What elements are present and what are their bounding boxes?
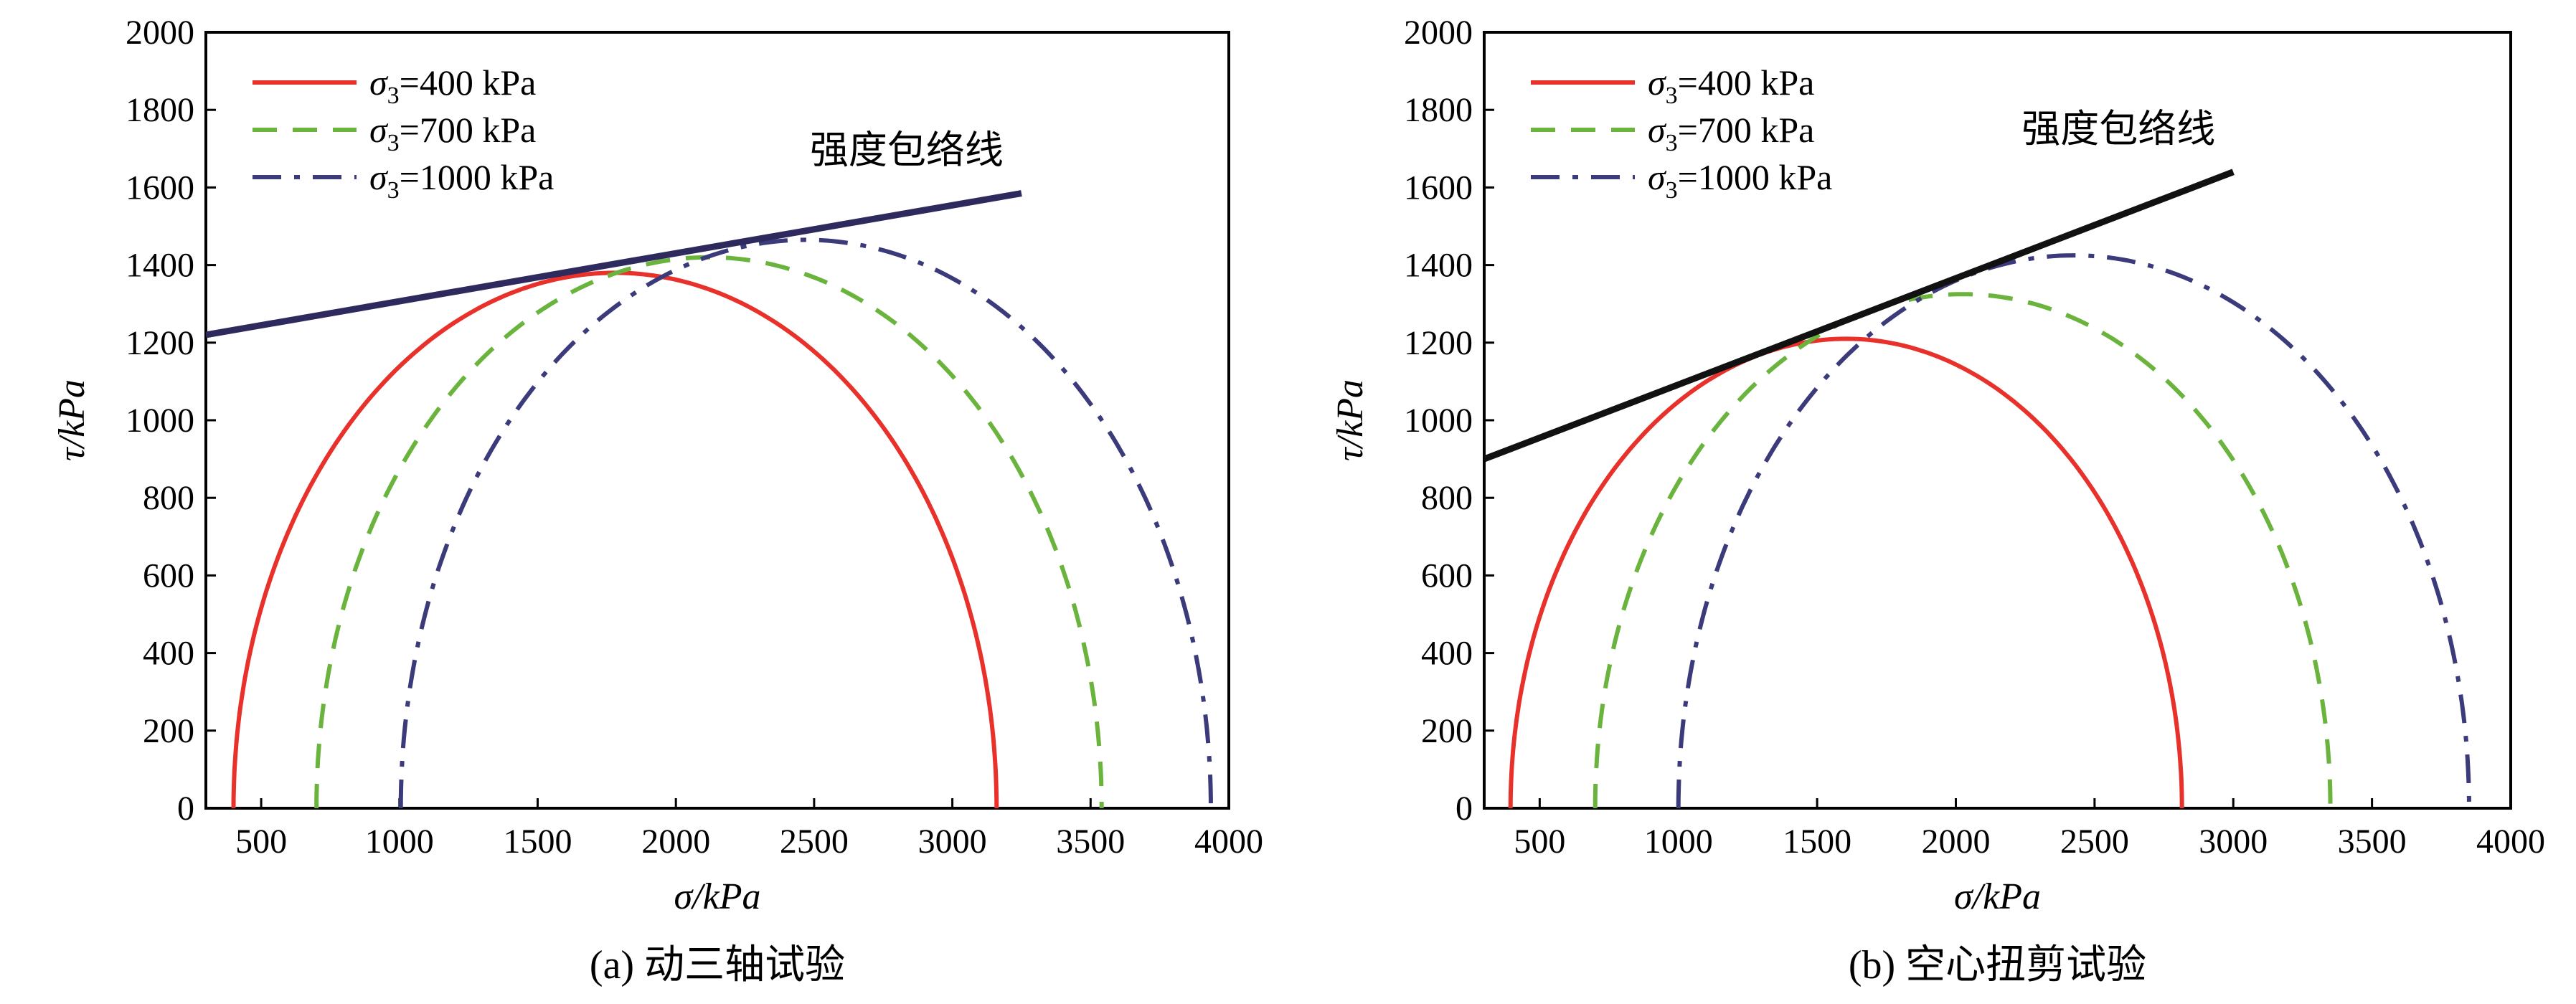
legend-label: σ3=1000 kPa <box>1648 157 1832 204</box>
x-tick-label: 2000 <box>1921 823 1990 861</box>
x-tick-label: 1000 <box>1644 823 1713 861</box>
panel-a: 500 1000 1500 2000 2500 3000 3500 4000 0 200 400 60… <box>52 14 1263 988</box>
x-tick-label: 2500 <box>2060 823 2129 861</box>
legend-label: σ3=400 kPa <box>1648 62 1814 109</box>
panel-b: 500 1000 1500 2000 2500 3000 3500 4000 0 200 400 60… <box>1330 14 2545 988</box>
y-tick-label: 0 <box>1456 790 1473 828</box>
mohr-circle-400 <box>231 270 999 808</box>
plot-area <box>206 190 1213 808</box>
y-tick-label: 1400 <box>1404 247 1473 285</box>
y-tick-label: 1000 <box>126 402 194 440</box>
y-axis-label: τ/kPa <box>1330 379 1371 461</box>
x-tick-label: 3500 <box>2338 823 2407 861</box>
y-tick-label: 400 <box>143 635 194 673</box>
y-tick-label: 400 <box>1421 635 1473 673</box>
legend-label: σ3=700 kPa <box>369 110 536 156</box>
x-tick-label: 4000 <box>2476 823 2545 861</box>
x-axis-label: σ/kPa <box>1954 876 2041 917</box>
x-tick-label: 4000 <box>1194 823 1263 861</box>
x-axis-label: σ/kPa <box>674 876 761 917</box>
strength-envelope-line <box>1484 169 2235 463</box>
y-tick-label: 1000 <box>1404 402 1473 440</box>
strength-envelope-line <box>206 190 1022 338</box>
legend-label: σ3=1000 kPa <box>369 157 554 204</box>
y-tick-label: 1600 <box>1404 169 1473 207</box>
y-tick-label: 1800 <box>126 91 194 129</box>
y-tick-label: 600 <box>143 557 194 595</box>
plot-area <box>1484 169 2471 808</box>
strength-envelope-label: 强度包络线 <box>2021 106 2215 151</box>
legend-label: σ3=700 kPa <box>1648 110 1814 156</box>
y-tick-label: 600 <box>1421 557 1473 595</box>
mohr-circle-1000 <box>1676 253 2471 808</box>
y-tick-label: 1600 <box>126 169 194 207</box>
y-tick-label: 1800 <box>1404 91 1473 129</box>
mohr-circle-1000 <box>398 237 1213 808</box>
y-tick-label: 1400 <box>126 247 194 285</box>
x-tick-label: 1000 <box>365 823 434 861</box>
x-tick-label: 1500 <box>503 823 572 861</box>
x-tick-label: 3000 <box>918 823 987 861</box>
y-tick-label: 2000 <box>126 14 194 52</box>
plot-frame <box>204 31 1230 810</box>
x-tick-label: 2500 <box>780 823 849 861</box>
y-tick-label: 800 <box>143 479 194 517</box>
y-axis-label: τ/kPa <box>52 379 93 461</box>
mohr-circle-700 <box>314 255 1104 808</box>
y-tick-label: 1200 <box>1404 324 1473 362</box>
y-tick-label: 800 <box>1421 479 1473 517</box>
mohr-circle-700 <box>1593 292 2333 808</box>
x-tick-label: 3000 <box>2199 823 2268 861</box>
x-tick-label: 500 <box>1514 823 1565 861</box>
y-tick-label: 200 <box>143 712 194 750</box>
mohr-circle-400 <box>1508 336 2184 808</box>
legend-label: σ3=400 kPa <box>369 62 536 109</box>
strength-envelope-label: 强度包络线 <box>810 128 1004 173</box>
y-tick-label: 2000 <box>1404 14 1473 52</box>
x-tick-label: 2000 <box>641 823 710 861</box>
y-tick-label: 200 <box>1421 712 1473 750</box>
panel-caption: (b) 空心扭剪试验 <box>1849 943 2146 988</box>
panel-caption: (a) 动三轴试验 <box>590 943 845 988</box>
x-tick-label: 1500 <box>1783 823 1851 861</box>
x-tick-label: 500 <box>235 823 287 861</box>
y-tick-label: 0 <box>177 790 194 828</box>
y-tick-label: 1200 <box>126 324 194 362</box>
x-tick-label: 3500 <box>1056 823 1125 861</box>
